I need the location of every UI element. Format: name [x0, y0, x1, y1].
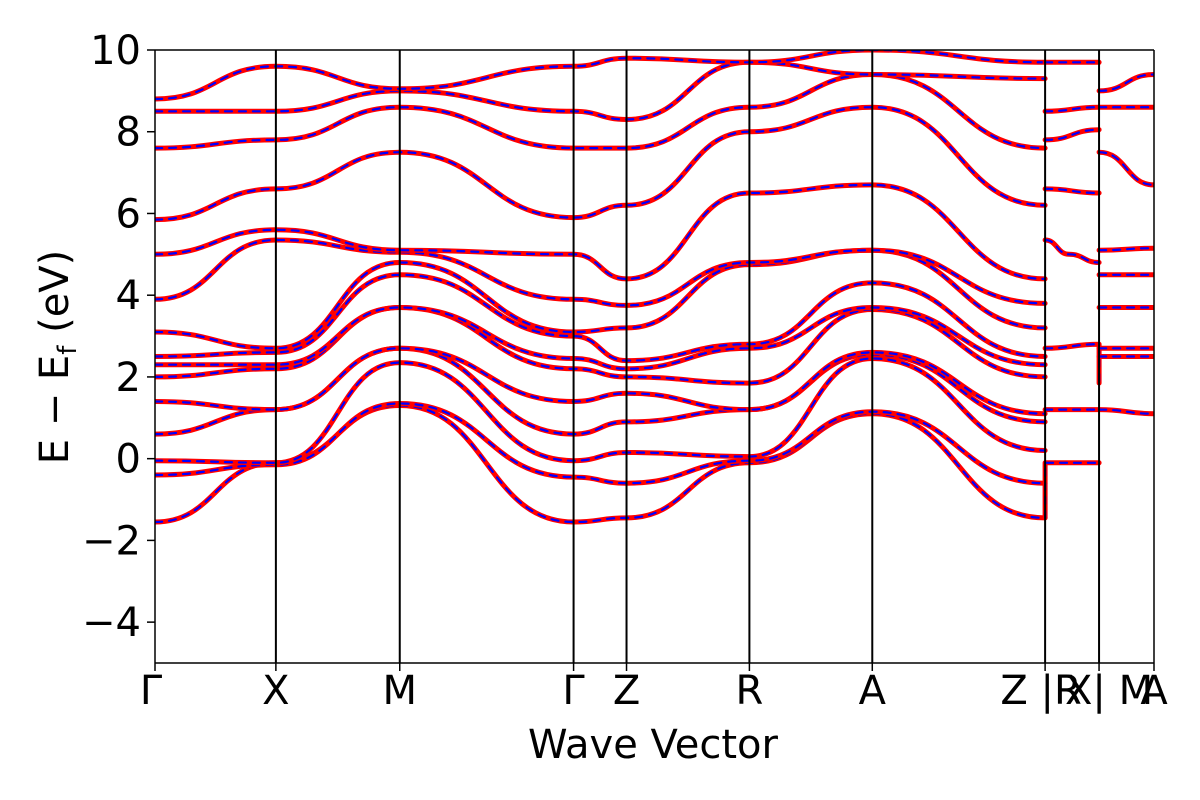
band-20	[1042, 127, 1102, 143]
band-4	[155, 345, 1048, 417]
band-31-blue	[1098, 73, 1154, 92]
band-4-red	[155, 345, 1048, 417]
plot-frame	[154, 49, 1155, 664]
band-17-blue	[1044, 343, 1101, 385]
y-axis-title: E − Ef (eV)	[32, 250, 83, 465]
x-tick-label-1: X	[262, 668, 289, 714]
y-axis-title-unit: (eV)	[32, 250, 78, 346]
band-18-blue	[1044, 238, 1101, 264]
y-axis-title-subscript: f	[53, 345, 83, 355]
x-tick-label-5: R	[736, 668, 764, 714]
y-axis-title-main: E − E	[32, 355, 78, 465]
y-tick-label-4: 4	[116, 273, 141, 319]
band-15	[1042, 460, 1102, 521]
y-tick-label-3: 2	[116, 355, 141, 401]
band-13-blue	[155, 61, 1047, 121]
band-13	[155, 59, 1048, 122]
band-19	[1042, 186, 1102, 196]
band-15-blue	[1044, 461, 1101, 519]
x-tick-label-2: M	[382, 668, 417, 714]
y-tick-label-0: −4	[82, 600, 141, 646]
band-17	[1042, 341, 1102, 386]
x-tick-label-7: Z |R	[1000, 668, 1081, 714]
kpoint-lines	[274, 50, 1101, 663]
band-29-blue	[1098, 151, 1154, 186]
x-tick-label-9: A	[1140, 668, 1168, 714]
y-axis-ticks: −4 −2 0 2 4 6 8 10	[82, 28, 155, 646]
band-9-red	[155, 237, 1048, 308]
band-20-blue	[1044, 128, 1101, 141]
band-9-blue	[155, 238, 1047, 307]
band-10	[155, 182, 1048, 282]
band-11-blue	[155, 106, 1047, 221]
y-tick-label-2: 0	[116, 437, 141, 483]
bands-layer	[155, 50, 1154, 525]
x-tick-label-8: X| M	[1065, 668, 1153, 714]
band-18	[1042, 237, 1102, 265]
band-28-blue	[1098, 247, 1154, 252]
y-tick-label-6: 8	[116, 110, 141, 156]
band-1-red	[155, 401, 1048, 486]
y-tick-label-5: 6	[116, 191, 141, 237]
band-18-red	[1042, 237, 1102, 265]
x-tick-label-4: Z	[613, 668, 640, 714]
band-21	[1042, 104, 1102, 114]
band-4-blue	[155, 347, 1047, 415]
y-tick-label-7: 10	[90, 28, 141, 74]
band-10-red	[155, 182, 1048, 282]
x-axis-title: Wave Vector	[528, 722, 779, 768]
band-21-blue	[1044, 106, 1101, 113]
x-tick-label-6: A	[859, 668, 887, 714]
band-11	[155, 104, 1048, 223]
band-10-blue	[155, 183, 1047, 280]
band-23	[1096, 407, 1154, 417]
band-1	[155, 401, 1048, 486]
x-tick-label-3: Γ	[562, 668, 585, 714]
band-15-red	[1042, 460, 1102, 521]
band-2-blue	[155, 357, 1047, 464]
band-19-blue	[1044, 187, 1101, 195]
band-9	[155, 237, 1048, 308]
band-31	[1096, 72, 1154, 94]
x-tick-label-0: Γ	[140, 668, 163, 714]
band-28	[1096, 245, 1154, 253]
band-17-red	[1042, 341, 1102, 386]
y-tick-label-1: −2	[82, 518, 141, 564]
band-23-blue	[1098, 408, 1154, 415]
band-29	[1096, 149, 1154, 188]
band-11-red	[155, 104, 1048, 223]
